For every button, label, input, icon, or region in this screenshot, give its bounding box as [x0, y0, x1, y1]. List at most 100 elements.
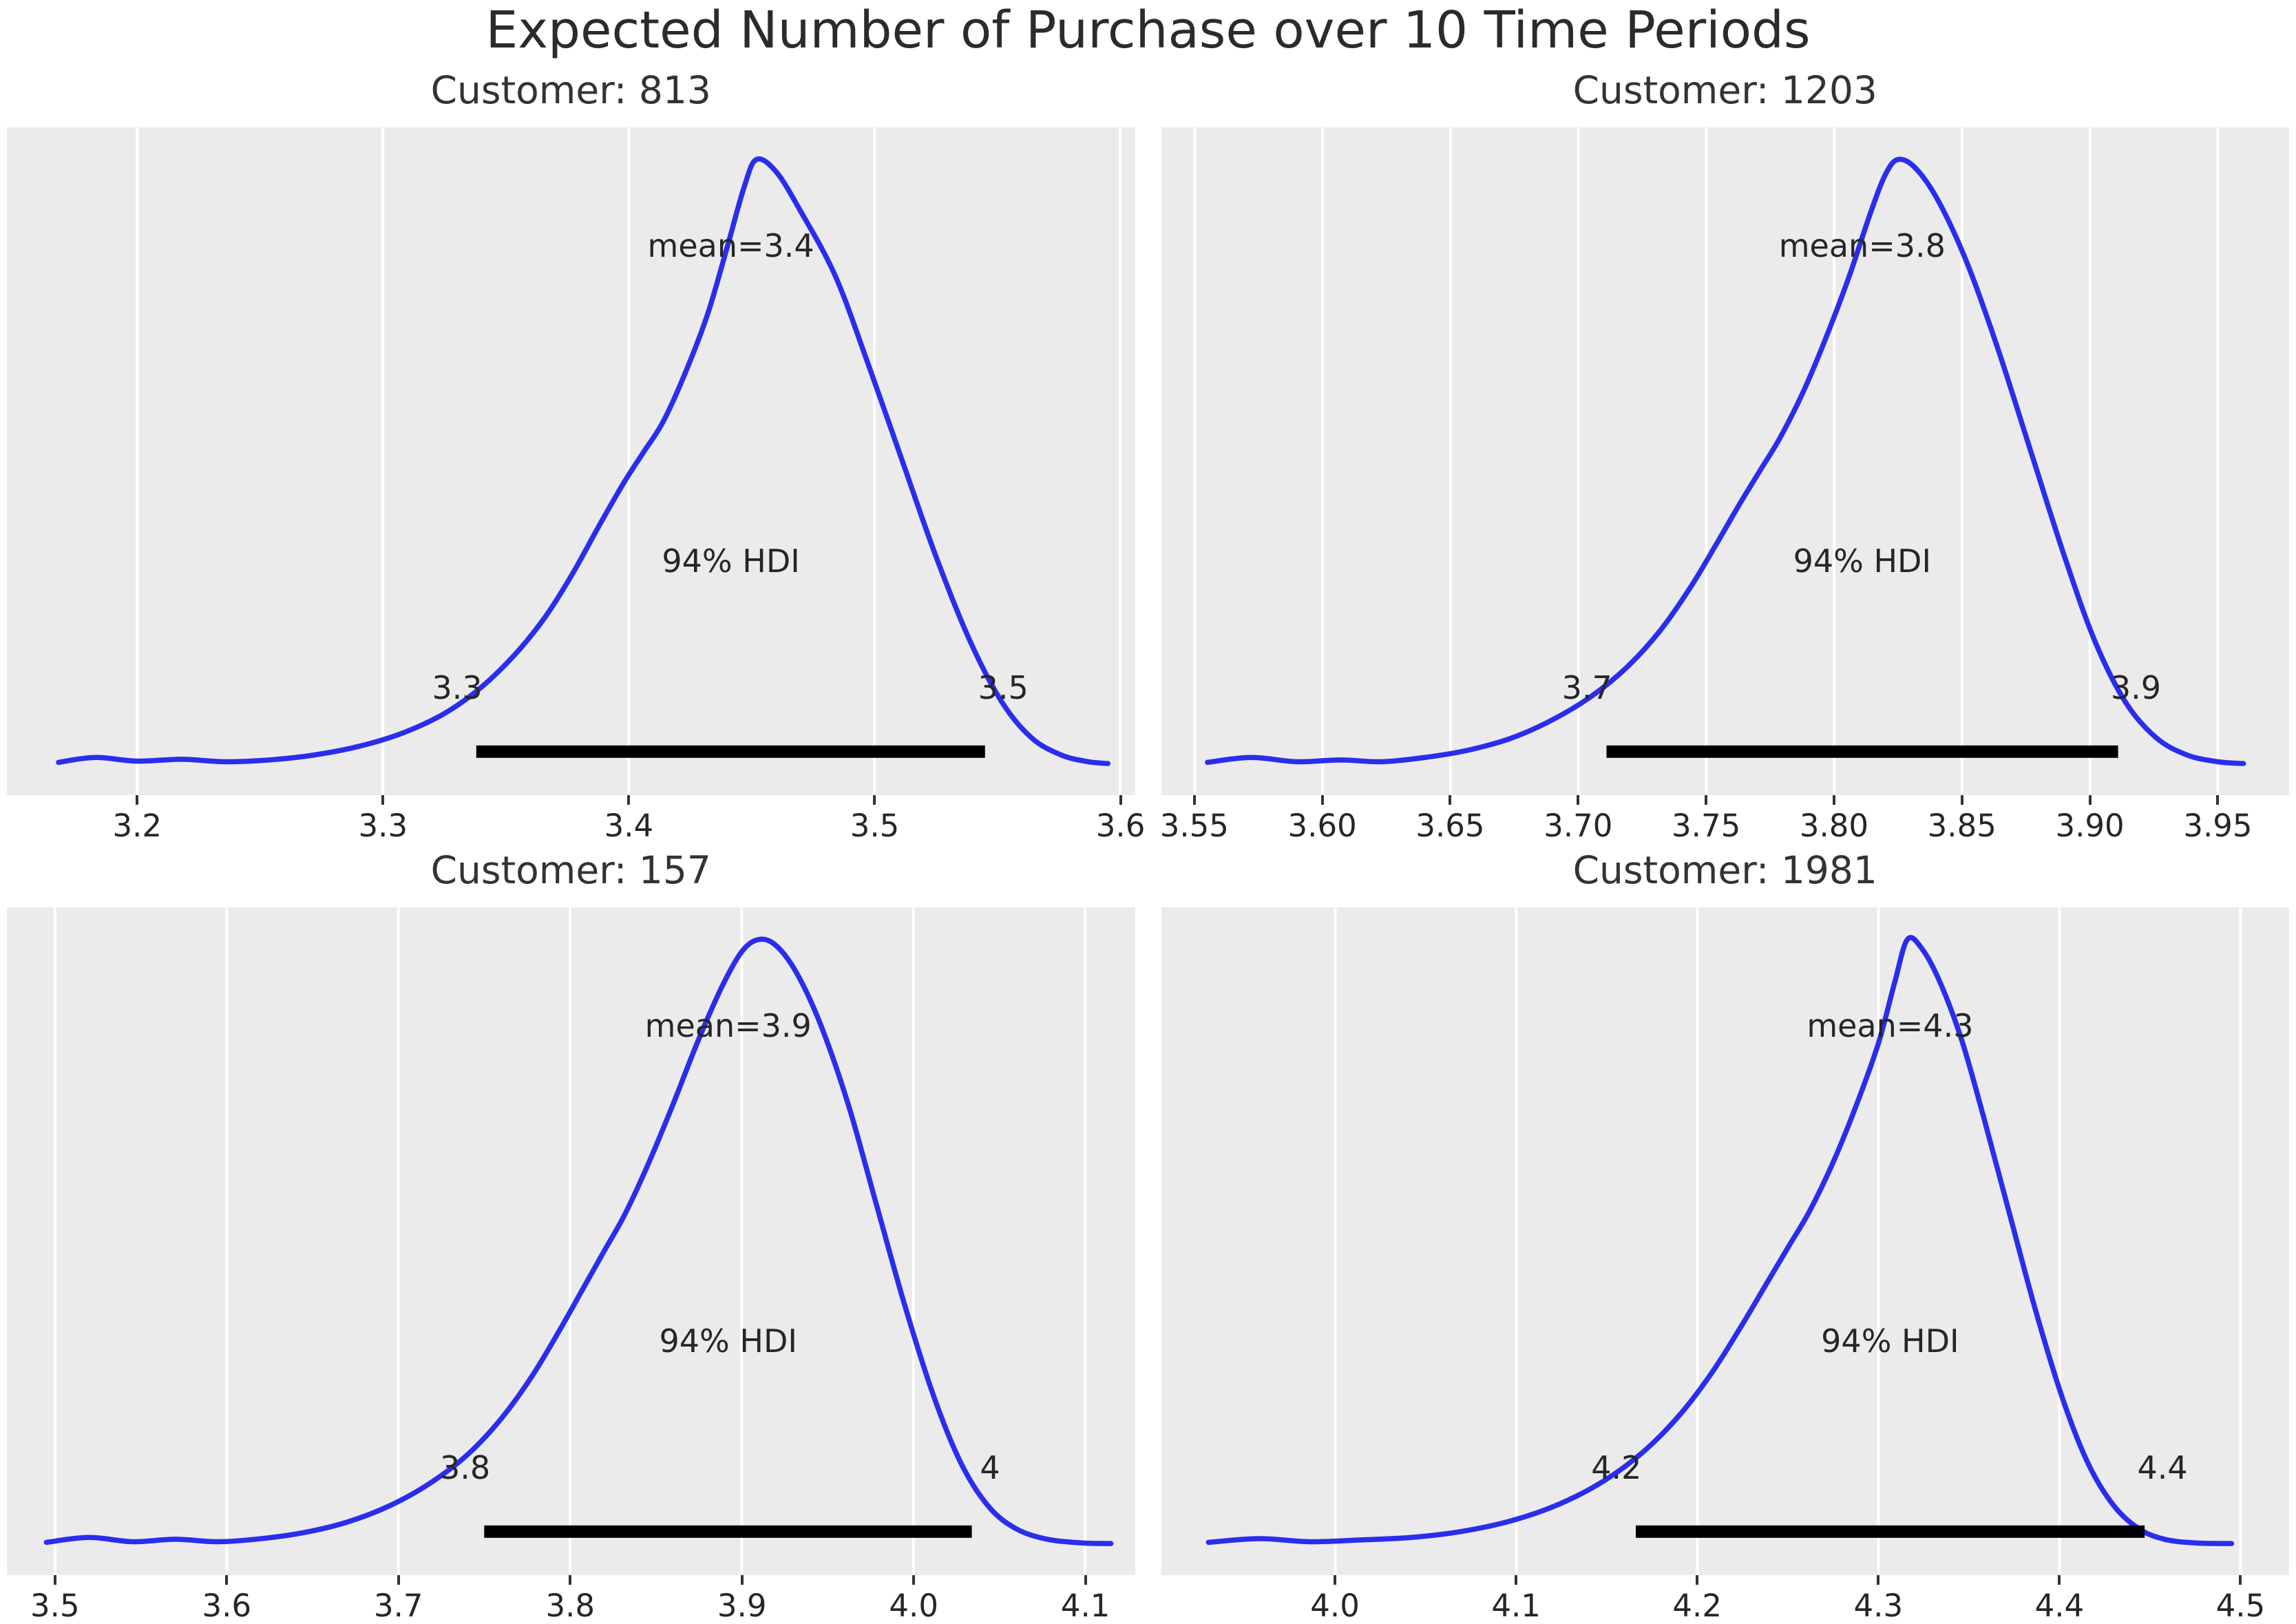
kde-plot-canvas — [1205, 907, 2242, 1575]
x-tick-mark — [740, 1574, 744, 1585]
x-tick-label: 3.65 — [1415, 807, 1485, 844]
x-tick-mark — [1577, 794, 1580, 805]
x-tick-mark — [912, 1574, 916, 1585]
x-tick-mark — [2239, 1574, 2242, 1585]
x-tick-label: 3.3 — [358, 807, 408, 844]
x-tick-mark — [1832, 794, 1835, 805]
x-tick-label: 3.90 — [2055, 807, 2125, 844]
figure-title: Expected Number of Purchase over 10 Time… — [485, 1, 1811, 60]
x-tick-mark — [397, 1574, 400, 1585]
x-tick-label: 4.1 — [1491, 1587, 1541, 1624]
x-tick-label: 4.1 — [1060, 1587, 1110, 1624]
hdi-bar — [1635, 1525, 2145, 1538]
subplot-customer-1981: Customer: 1981 mean=4.3 94% HDI 4.2 4.4 … — [1161, 838, 2290, 1624]
x-tick-label: 4.4 — [2034, 1587, 2085, 1624]
kde-curve — [1205, 934, 2234, 1546]
x-tick-mark — [2216, 794, 2220, 805]
subplot-title: Customer: 1981 — [1572, 847, 1877, 892]
subplot-title: Customer: 813 — [430, 67, 711, 112]
x-tick-mark — [569, 1574, 572, 1585]
x-tick-mark — [1696, 1574, 1699, 1585]
subplot-customer-1203: Customer: 1203 mean=3.8 94% HDI 3.7 3.9 … — [1160, 58, 2290, 844]
x-tick-label: 3.60 — [1287, 807, 1357, 844]
x-tick-label: 3.6 — [202, 1587, 252, 1624]
x-tick-label: 3.7 — [373, 1587, 423, 1624]
hdi-bar — [476, 745, 985, 758]
x-tick-label: 3.55 — [1159, 807, 1229, 844]
x-tick-mark — [1119, 794, 1122, 805]
kde-curve — [56, 156, 1110, 766]
hdi-bar — [1605, 745, 2118, 758]
x-tick-label: 3.8 — [545, 1587, 596, 1624]
x-tick-label: 3.4 — [604, 807, 654, 844]
x-tick-mark — [1877, 1574, 1880, 1585]
x-tick-label: 4.2 — [1672, 1587, 1723, 1624]
x-tick-mark — [627, 794, 631, 805]
hdi-annotation: 94% HDI — [662, 542, 800, 580]
x-tick-mark — [136, 794, 139, 805]
x-tick-mark — [381, 794, 385, 805]
x-tick-mark — [2088, 794, 2092, 805]
hdi-annotation: 94% HDI — [1821, 1322, 1959, 1360]
hdi-lower-label: 3.8 — [439, 1449, 491, 1487]
mean-annotation: mean=3.4 — [647, 227, 814, 265]
plot-area: mean=4.3 94% HDI 4.2 4.4 — [1161, 907, 2289, 1575]
hdi-upper-label: 4.4 — [2137, 1449, 2188, 1487]
hdi-lower-label: 3.3 — [432, 669, 483, 707]
x-tick-label: 4.3 — [1853, 1587, 1904, 1624]
x-tick-mark — [53, 1574, 56, 1585]
hdi-upper-label: 3.9 — [2110, 669, 2162, 707]
mean-annotation: mean=4.3 — [1807, 1007, 1974, 1045]
mean-annotation: mean=3.9 — [644, 1007, 812, 1045]
hdi-lower-label: 3.7 — [1561, 669, 1612, 707]
x-tick-mark — [1515, 1574, 1518, 1585]
mean-annotation: mean=3.8 — [1778, 227, 1946, 265]
x-tick-mark — [1960, 794, 1963, 805]
x-tick-mark — [1449, 794, 1452, 805]
kde-plot-canvas — [43, 907, 1114, 1575]
x-axis: 3.2 3.3 3.4 3.5 3.6 — [7, 794, 1145, 844]
kde-plot-canvas — [56, 127, 1122, 795]
x-tick-mark — [1705, 794, 1708, 805]
hdi-annotation: 94% HDI — [1793, 542, 1932, 580]
plot-area: mean=3.9 94% HDI 3.8 4 — [7, 907, 1135, 1575]
hdi-upper-label: 3.5 — [978, 669, 1029, 707]
hdi-upper-label: 4 — [980, 1449, 1000, 1487]
plot-area: mean=3.8 94% HDI 3.7 3.9 — [1161, 127, 2289, 795]
kde-curve — [43, 936, 1114, 1546]
x-axis: 3.55 3.60 3.65 3.70 3.75 3.80 3.85 3.90 3.95 — [1160, 794, 2290, 844]
subplot-title: Customer: 157 — [430, 847, 711, 892]
x-tick-mark — [1192, 794, 1196, 805]
subplot-customer-813: Customer: 813 mean=3.4 94% HDI 3.3 3.5 3… — [7, 58, 1145, 844]
hdi-lower-label: 4.2 — [1591, 1449, 1642, 1487]
x-tick-label: 3.5 — [850, 807, 900, 844]
x-tick-label: 3.70 — [1544, 807, 1613, 844]
x-tick-label: 3.9 — [717, 1587, 767, 1624]
x-tick-label: 3.2 — [112, 807, 162, 844]
subplot-grid: Customer: 813 mean=3.4 94% HDI 3.3 3.5 3… — [0, 58, 2296, 1624]
x-tick-label: 3.75 — [1672, 807, 1741, 844]
x-tick-label: 3.95 — [2183, 807, 2253, 844]
subplot-title: Customer: 1203 — [1572, 67, 1877, 112]
x-tick-label: 3.5 — [30, 1587, 80, 1624]
x-tick-mark — [1320, 794, 1324, 805]
hdi-bar — [484, 1525, 972, 1538]
x-tick-label: 4.0 — [1310, 1587, 1360, 1624]
subplot-customer-157: Customer: 157 mean=3.9 94% HDI 3.8 4 3.5… — [7, 838, 1135, 1624]
x-tick-label: 3.6 — [1095, 807, 1146, 844]
x-tick-mark — [873, 794, 876, 805]
kde-curve — [1204, 156, 2246, 766]
x-tick-label: 4.5 — [2215, 1587, 2266, 1624]
x-tick-label: 3.85 — [1927, 807, 1997, 844]
x-axis: 4.0 4.1 4.2 4.3 4.4 4.5 — [1161, 1574, 2290, 1624]
x-tick-label: 4.0 — [889, 1587, 938, 1624]
hdi-annotation: 94% HDI — [659, 1322, 797, 1360]
x-tick-mark — [2058, 1574, 2061, 1585]
x-tick-mark — [1084, 1574, 1087, 1585]
x-tick-label: 3.80 — [1799, 807, 1869, 844]
x-tick-mark — [1334, 1574, 1337, 1585]
x-axis: 3.5 3.6 3.7 3.8 3.9 4.0 4.1 — [7, 1574, 1135, 1624]
x-tick-mark — [225, 1574, 229, 1585]
kde-plot-canvas — [1192, 127, 2246, 795]
plot-area: mean=3.4 94% HDI 3.3 3.5 — [7, 127, 1135, 795]
